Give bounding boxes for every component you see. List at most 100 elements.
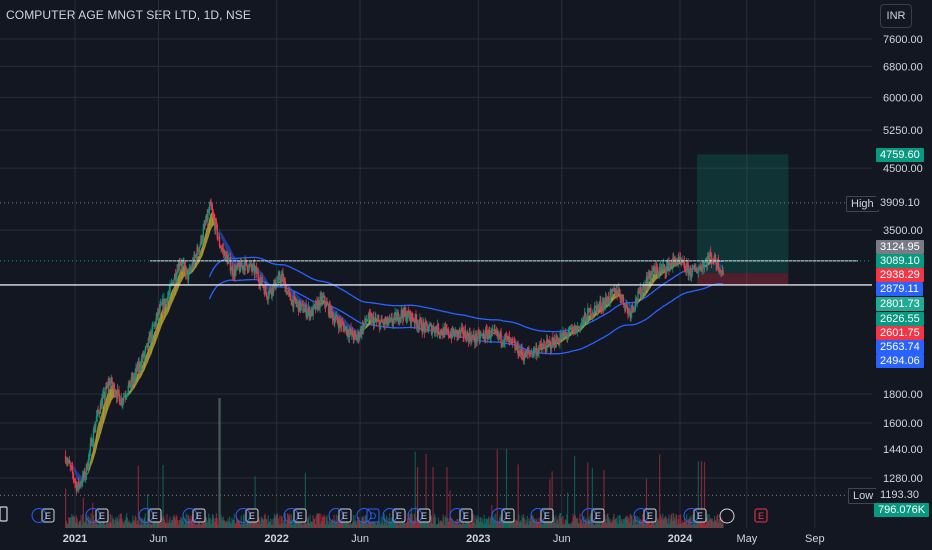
ribbon-segment xyxy=(129,390,130,395)
volume-bar xyxy=(228,516,231,528)
ribbon-segment xyxy=(223,235,225,246)
candle-body xyxy=(194,254,196,257)
volume-bar xyxy=(621,519,623,528)
volume-bar xyxy=(244,523,246,528)
volume-bar xyxy=(662,519,665,528)
long-position-tool[interactable] xyxy=(697,154,789,285)
volume-bar xyxy=(444,515,447,528)
ribbon-segment xyxy=(172,288,174,303)
sidebar-toggle-icon[interactable] xyxy=(0,506,10,522)
candle-body xyxy=(66,461,68,463)
candle-body xyxy=(139,362,141,368)
volume-bar xyxy=(112,519,114,528)
time-axis-label: Jun xyxy=(553,533,571,545)
candle-body xyxy=(119,404,122,406)
ribbon-segment xyxy=(685,263,686,266)
volume-bar xyxy=(582,517,584,528)
candle-body xyxy=(525,351,527,358)
ribbon-segment xyxy=(224,238,226,249)
candle-body xyxy=(392,323,394,324)
ribbon-segment xyxy=(77,471,78,481)
volume-bar xyxy=(177,524,180,528)
candle-body xyxy=(416,319,418,327)
ribbon-segment xyxy=(146,351,148,365)
volume-bar xyxy=(614,519,616,528)
volume-bar xyxy=(226,521,228,528)
candle-body xyxy=(219,246,222,248)
volume-bar xyxy=(363,520,365,528)
candle-body xyxy=(143,352,146,357)
candle-body xyxy=(402,307,405,320)
candle-body xyxy=(559,334,562,338)
candle-body xyxy=(171,282,174,284)
candle-body xyxy=(576,326,578,331)
ribbon-segment xyxy=(263,274,265,285)
candle-body xyxy=(339,319,341,324)
candle-body xyxy=(347,329,349,335)
candle-body xyxy=(602,302,604,310)
candle-body xyxy=(548,341,550,343)
candle-body xyxy=(70,465,72,467)
candle-body xyxy=(509,339,512,341)
candle-body xyxy=(140,358,143,368)
volume-bar xyxy=(225,520,228,528)
candle-body xyxy=(286,287,288,295)
candle-body xyxy=(599,300,601,305)
volume-bar xyxy=(160,515,163,528)
volume-bar xyxy=(522,517,524,528)
ribbon-segment xyxy=(183,265,184,279)
ribbon-segment xyxy=(610,296,612,304)
candle-body xyxy=(713,254,716,263)
candle-body xyxy=(204,222,207,225)
candle-body xyxy=(201,238,204,243)
volume-bar xyxy=(215,513,218,528)
candle-body xyxy=(335,315,338,317)
candle-body xyxy=(471,336,474,337)
volume-bar xyxy=(685,521,687,528)
candle-body xyxy=(317,300,320,310)
volume-bar xyxy=(258,517,260,528)
candle-body xyxy=(72,473,75,479)
candle-body xyxy=(578,326,580,328)
candle-body xyxy=(88,454,90,466)
candle-body xyxy=(319,296,321,308)
volume-bar xyxy=(191,514,194,528)
candle-body xyxy=(604,301,606,305)
candle-body xyxy=(540,344,543,348)
volume-bar xyxy=(138,524,140,528)
candle-body xyxy=(546,339,549,342)
volume-bar xyxy=(119,519,121,528)
volume-bar xyxy=(719,518,721,528)
volume-bar xyxy=(66,524,68,528)
volume-bar xyxy=(422,518,424,528)
ribbon-segment xyxy=(110,385,112,404)
candle-body xyxy=(132,375,135,380)
candle-body xyxy=(631,305,634,309)
volume-bar xyxy=(380,516,382,528)
candle-body xyxy=(475,333,478,342)
currency-selector[interactable]: INR xyxy=(880,4,912,28)
volume-bar xyxy=(535,518,537,528)
volume-bar xyxy=(241,524,243,528)
candle-body xyxy=(246,265,249,271)
price-tag: 2879.11 xyxy=(876,282,923,296)
candle-body xyxy=(570,327,573,330)
volume-bar xyxy=(443,517,445,528)
candle-body xyxy=(157,309,160,317)
ribbon-segment xyxy=(142,361,144,373)
candle-body xyxy=(105,386,108,388)
ribbon-segment xyxy=(224,237,225,249)
volume-bar xyxy=(606,514,608,528)
volume-bar xyxy=(519,522,521,528)
volume-bar xyxy=(208,518,211,528)
candle-body xyxy=(290,300,293,306)
ribbon-segment xyxy=(177,274,179,291)
candle-body xyxy=(280,274,283,282)
volume-bar xyxy=(478,522,481,528)
candle-body xyxy=(657,272,659,274)
volume-bar xyxy=(553,517,556,528)
volume-bar xyxy=(510,520,512,528)
volume-bar xyxy=(712,521,714,528)
candle-body xyxy=(518,350,521,356)
